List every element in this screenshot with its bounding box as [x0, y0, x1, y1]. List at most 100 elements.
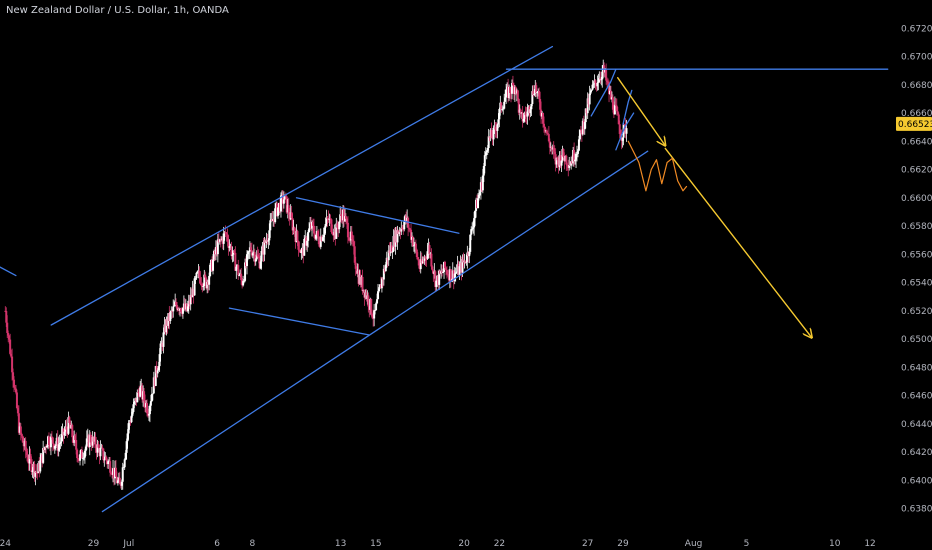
candle [26, 448, 29, 463]
lower-channel-line[interactable] [101, 150, 649, 513]
candle-body [377, 291, 380, 300]
time-tick-label: 15 [370, 539, 381, 549]
candle [547, 126, 550, 143]
candle-body [156, 370, 159, 374]
candle-body [430, 253, 433, 267]
candle-body [202, 285, 205, 288]
candle [155, 361, 158, 379]
left-stub-line[interactable] [0, 266, 17, 277]
candle [42, 440, 45, 465]
candle [548, 138, 551, 155]
candle [453, 266, 456, 285]
candle-body [505, 89, 508, 98]
candle [203, 269, 206, 291]
candle-body [118, 477, 121, 485]
candle-body [472, 227, 475, 229]
candle-body [89, 435, 92, 443]
candle-body [267, 240, 270, 242]
candle [511, 75, 514, 86]
candle-body [231, 254, 234, 257]
candle [36, 471, 39, 480]
candle-body [237, 265, 240, 276]
candle-body [80, 449, 83, 459]
candle-body [387, 250, 390, 261]
candle-body [562, 149, 565, 157]
candle-body [533, 93, 536, 96]
candle-body [226, 234, 229, 242]
candle-body [317, 236, 320, 245]
candle-body [47, 436, 50, 446]
candle-body [259, 261, 262, 269]
candle [56, 430, 59, 457]
time-tick-label: Aug [685, 539, 703, 549]
candle [523, 111, 526, 123]
candle-body [151, 393, 154, 395]
candle-body [443, 261, 446, 269]
candle [118, 471, 121, 485]
candle-body [199, 277, 202, 285]
candle-body [172, 306, 175, 312]
candle-body [625, 128, 628, 134]
upper-channel-line[interactable] [50, 45, 554, 326]
candle-body [175, 302, 178, 306]
flag-lower-line[interactable] [615, 112, 635, 151]
flag-upper-line[interactable] [590, 68, 617, 117]
candle [53, 445, 56, 454]
candle [269, 213, 272, 238]
candle-body [193, 278, 196, 296]
candle-body [492, 127, 495, 140]
candle-body [218, 238, 221, 242]
time-axis-bg [0, 537, 932, 550]
candle-body [409, 228, 412, 230]
candle-body [114, 467, 117, 477]
candle [181, 307, 184, 319]
candle [377, 283, 380, 300]
candle [588, 85, 591, 111]
candle-body [548, 141, 551, 148]
candle-body [344, 216, 347, 219]
candle-body [103, 459, 106, 461]
candle-body [222, 233, 225, 244]
candle [237, 259, 240, 280]
candle [531, 85, 534, 107]
candle-body [350, 231, 353, 240]
candle-body [12, 372, 15, 380]
candle-body [85, 438, 88, 447]
pennant-top-line[interactable] [295, 197, 460, 234]
candle [578, 129, 581, 142]
time-tick-label: 13 [335, 539, 346, 549]
pennant-bottom-line[interactable] [228, 307, 370, 336]
candle-body [74, 435, 77, 441]
candle-body [263, 240, 266, 255]
candle-body [482, 166, 485, 176]
candle-body [621, 137, 624, 141]
candle [411, 235, 414, 247]
candle-body [598, 78, 601, 83]
candle-body [535, 85, 538, 94]
candle-body [340, 214, 343, 216]
scribble-line[interactable] [627, 140, 688, 192]
candle [110, 467, 113, 475]
candle [21, 435, 24, 443]
candle-body [329, 218, 332, 220]
flag-mid-line[interactable] [622, 89, 633, 126]
time-axis[interactable]: 24 29 Jul 6 8 13 15 20 22 27 29 Aug 5 10 12 [0, 537, 932, 550]
candle-body [279, 195, 282, 212]
candle-body [438, 270, 441, 285]
candle-body [303, 238, 306, 256]
candle-body [251, 253, 254, 256]
projection-2-line[interactable] [664, 147, 812, 337]
candle [136, 389, 139, 403]
candle-body [555, 157, 558, 165]
candle-body [312, 225, 315, 234]
candle [373, 304, 376, 327]
candle [510, 79, 513, 100]
projection-1-line[interactable] [617, 76, 666, 146]
candle-body [71, 425, 74, 438]
candle [500, 101, 503, 113]
candle-body [416, 257, 419, 260]
candle [216, 233, 219, 263]
candle-body [195, 272, 198, 279]
